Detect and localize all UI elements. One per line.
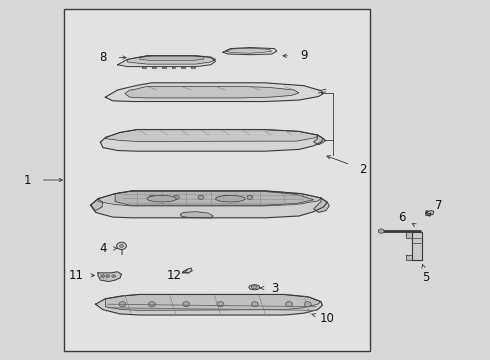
Polygon shape bbox=[406, 232, 412, 238]
Polygon shape bbox=[162, 67, 166, 68]
Polygon shape bbox=[105, 294, 321, 310]
Polygon shape bbox=[426, 211, 434, 216]
Polygon shape bbox=[314, 135, 326, 145]
Circle shape bbox=[217, 302, 224, 307]
Ellipse shape bbox=[147, 195, 176, 202]
Polygon shape bbox=[226, 48, 271, 53]
Text: 1: 1 bbox=[23, 174, 31, 186]
Polygon shape bbox=[412, 232, 422, 260]
Polygon shape bbox=[98, 191, 321, 206]
Polygon shape bbox=[105, 83, 323, 102]
Ellipse shape bbox=[249, 285, 260, 290]
Polygon shape bbox=[191, 67, 195, 68]
Polygon shape bbox=[183, 268, 192, 273]
Circle shape bbox=[106, 275, 110, 278]
Polygon shape bbox=[181, 67, 185, 68]
Text: 7: 7 bbox=[435, 199, 442, 212]
Polygon shape bbox=[91, 199, 103, 211]
Circle shape bbox=[304, 302, 311, 307]
Text: 6: 6 bbox=[398, 211, 406, 224]
Circle shape bbox=[148, 302, 155, 307]
Text: 5: 5 bbox=[422, 271, 430, 284]
Circle shape bbox=[198, 195, 204, 199]
Polygon shape bbox=[91, 191, 327, 218]
Circle shape bbox=[173, 195, 179, 199]
Polygon shape bbox=[140, 56, 203, 60]
Circle shape bbox=[286, 302, 293, 307]
Polygon shape bbox=[125, 86, 299, 98]
Polygon shape bbox=[115, 192, 314, 205]
Text: 11: 11 bbox=[69, 269, 83, 282]
Text: 9: 9 bbox=[300, 49, 308, 62]
Polygon shape bbox=[172, 67, 175, 68]
Circle shape bbox=[117, 242, 126, 249]
Polygon shape bbox=[127, 56, 216, 64]
Circle shape bbox=[251, 302, 258, 307]
Circle shape bbox=[101, 275, 105, 278]
Text: 12: 12 bbox=[167, 269, 181, 282]
Circle shape bbox=[120, 244, 123, 247]
Text: 3: 3 bbox=[270, 282, 278, 294]
Polygon shape bbox=[314, 198, 329, 212]
Circle shape bbox=[222, 195, 228, 199]
Circle shape bbox=[247, 195, 253, 199]
Text: 4: 4 bbox=[99, 242, 107, 255]
Circle shape bbox=[378, 229, 384, 233]
Text: 2: 2 bbox=[359, 163, 367, 176]
Text: 8: 8 bbox=[99, 51, 107, 64]
Polygon shape bbox=[152, 67, 156, 68]
Polygon shape bbox=[142, 67, 146, 68]
Polygon shape bbox=[100, 130, 323, 151]
Text: 10: 10 bbox=[320, 312, 335, 325]
Circle shape bbox=[149, 195, 155, 199]
Polygon shape bbox=[118, 56, 216, 67]
Polygon shape bbox=[96, 294, 322, 315]
Ellipse shape bbox=[216, 195, 245, 202]
Polygon shape bbox=[105, 130, 318, 141]
Polygon shape bbox=[223, 48, 277, 55]
Bar bbox=[64, 9, 370, 351]
Circle shape bbox=[183, 302, 190, 307]
Circle shape bbox=[112, 275, 116, 278]
Ellipse shape bbox=[251, 286, 257, 289]
Polygon shape bbox=[180, 212, 213, 218]
Polygon shape bbox=[98, 272, 122, 282]
Polygon shape bbox=[406, 255, 412, 260]
Circle shape bbox=[119, 302, 126, 307]
